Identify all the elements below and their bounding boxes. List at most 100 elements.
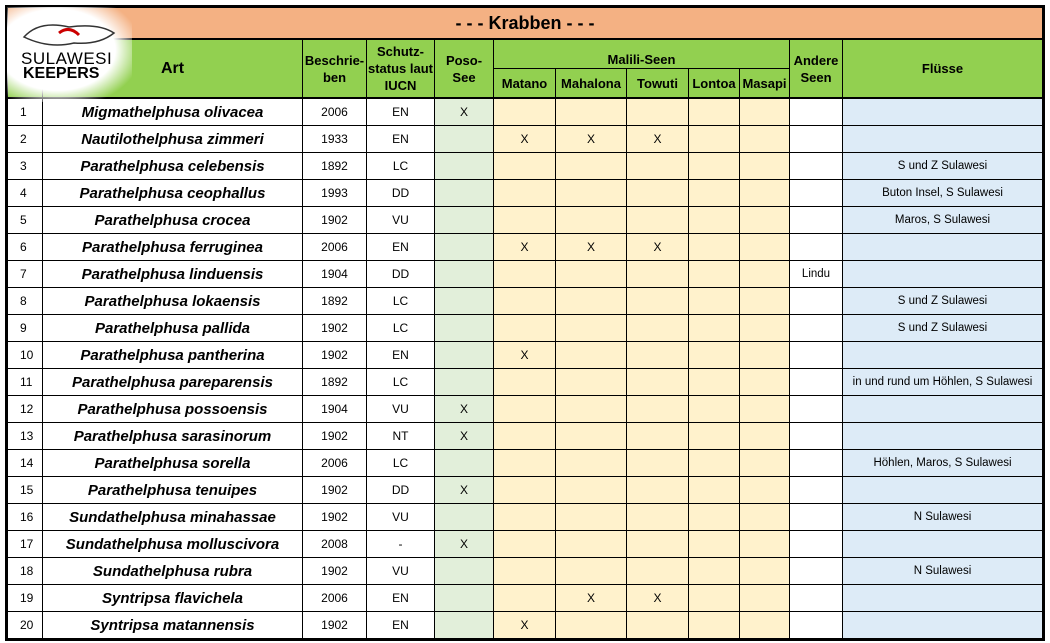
mahalona-cell[interactable]: [555, 449, 627, 477]
mahalona-cell[interactable]: X: [555, 125, 627, 153]
masapi-cell[interactable]: [739, 206, 790, 234]
species-name[interactable]: Parathelphusa ceophallus: [42, 179, 303, 207]
fluesse-cell[interactable]: S und Z Sulawesi: [842, 152, 1043, 180]
lontoa-cell[interactable]: [688, 503, 740, 531]
masapi-cell[interactable]: [739, 395, 790, 423]
lontoa-cell[interactable]: [688, 368, 740, 396]
poso-see-cell[interactable]: X: [434, 97, 494, 126]
towuti-cell[interactable]: [626, 179, 689, 207]
andere-seen-cell[interactable]: [789, 611, 843, 639]
lontoa-cell[interactable]: [688, 449, 740, 477]
iucn-status[interactable]: LC: [366, 314, 435, 342]
masapi-cell[interactable]: [739, 314, 790, 342]
andere-seen-cell[interactable]: [789, 449, 843, 477]
species-name[interactable]: Parathelphusa sorella: [42, 449, 303, 477]
species-name[interactable]: Sundathelphusa molluscivora: [42, 530, 303, 558]
masapi-cell[interactable]: [739, 611, 790, 639]
iucn-status[interactable]: VU: [366, 557, 435, 585]
matano-cell[interactable]: [493, 260, 556, 288]
towuti-cell[interactable]: [626, 557, 689, 585]
matano-cell[interactable]: [493, 368, 556, 396]
iucn-status[interactable]: EN: [366, 125, 435, 153]
iucn-status[interactable]: EN: [366, 97, 435, 126]
lontoa-cell[interactable]: [688, 287, 740, 315]
mahalona-cell[interactable]: [555, 260, 627, 288]
andere-seen-cell[interactable]: [789, 125, 843, 153]
poso-see-cell[interactable]: [434, 341, 494, 369]
row-number[interactable]: 14: [7, 449, 43, 477]
species-name[interactable]: Migmathelphusa olivacea: [42, 97, 303, 126]
masapi-cell[interactable]: [739, 503, 790, 531]
andere-seen-cell[interactable]: [789, 395, 843, 423]
matano-cell[interactable]: X: [493, 233, 556, 261]
andere-seen-cell[interactable]: Lindu: [789, 260, 843, 288]
towuti-cell[interactable]: [626, 314, 689, 342]
matano-cell[interactable]: [493, 584, 556, 612]
andere-seen-cell[interactable]: [789, 368, 843, 396]
mahalona-cell[interactable]: [555, 422, 627, 450]
iucn-status[interactable]: VU: [366, 503, 435, 531]
poso-see-cell[interactable]: X: [434, 422, 494, 450]
matano-cell[interactable]: [493, 557, 556, 585]
row-number[interactable]: 11: [7, 368, 43, 396]
masapi-cell[interactable]: [739, 97, 790, 126]
lontoa-cell[interactable]: [688, 530, 740, 558]
matano-cell[interactable]: X: [493, 125, 556, 153]
row-number[interactable]: 6: [7, 233, 43, 261]
year-described[interactable]: 1902: [302, 422, 367, 450]
fluesse-cell[interactable]: [842, 476, 1043, 504]
masapi-cell[interactable]: [739, 179, 790, 207]
mahalona-cell[interactable]: [555, 611, 627, 639]
lontoa-cell[interactable]: [688, 584, 740, 612]
masapi-cell[interactable]: [739, 125, 790, 153]
mahalona-cell[interactable]: [555, 152, 627, 180]
fluesse-cell[interactable]: S und Z Sulawesi: [842, 287, 1043, 315]
masapi-cell[interactable]: [739, 152, 790, 180]
masapi-cell[interactable]: [739, 260, 790, 288]
matano-cell[interactable]: X: [493, 341, 556, 369]
mahalona-cell[interactable]: [555, 97, 627, 126]
year-described[interactable]: 1904: [302, 260, 367, 288]
mahalona-cell[interactable]: [555, 206, 627, 234]
matano-cell[interactable]: [493, 152, 556, 180]
mahalona-cell[interactable]: [555, 179, 627, 207]
mahalona-cell[interactable]: [555, 341, 627, 369]
row-number[interactable]: 2: [7, 125, 43, 153]
year-described[interactable]: 1993: [302, 179, 367, 207]
poso-see-cell[interactable]: [434, 314, 494, 342]
year-described[interactable]: 1902: [302, 557, 367, 585]
towuti-cell[interactable]: [626, 260, 689, 288]
towuti-cell[interactable]: [626, 287, 689, 315]
matano-cell[interactable]: [493, 422, 556, 450]
lontoa-cell[interactable]: [688, 260, 740, 288]
lontoa-cell[interactable]: [688, 314, 740, 342]
iucn-status[interactable]: EN: [366, 233, 435, 261]
poso-see-cell[interactable]: X: [434, 395, 494, 423]
iucn-status[interactable]: NT: [366, 422, 435, 450]
towuti-cell[interactable]: [626, 611, 689, 639]
lontoa-cell[interactable]: [688, 125, 740, 153]
poso-see-cell[interactable]: [434, 152, 494, 180]
matano-cell[interactable]: [493, 530, 556, 558]
year-described[interactable]: 2008: [302, 530, 367, 558]
poso-see-cell[interactable]: [434, 125, 494, 153]
species-name[interactable]: Syntripsa flavichela: [42, 584, 303, 612]
row-number[interactable]: 10: [7, 341, 43, 369]
iucn-status[interactable]: LC: [366, 152, 435, 180]
andere-seen-cell[interactable]: [789, 233, 843, 261]
mahalona-cell[interactable]: [555, 368, 627, 396]
species-name[interactable]: Nautilothelphusa zimmeri: [42, 125, 303, 153]
row-number[interactable]: 15: [7, 476, 43, 504]
masapi-cell[interactable]: [739, 476, 790, 504]
masapi-cell[interactable]: [739, 584, 790, 612]
poso-see-cell[interactable]: [434, 503, 494, 531]
year-described[interactable]: 1902: [302, 476, 367, 504]
matano-cell[interactable]: [493, 449, 556, 477]
iucn-status[interactable]: VU: [366, 395, 435, 423]
andere-seen-cell[interactable]: [789, 314, 843, 342]
matano-cell[interactable]: [493, 503, 556, 531]
row-number[interactable]: 19: [7, 584, 43, 612]
fluesse-cell[interactable]: [842, 125, 1043, 153]
fluesse-cell[interactable]: S und Z Sulawesi: [842, 314, 1043, 342]
towuti-cell[interactable]: X: [626, 233, 689, 261]
